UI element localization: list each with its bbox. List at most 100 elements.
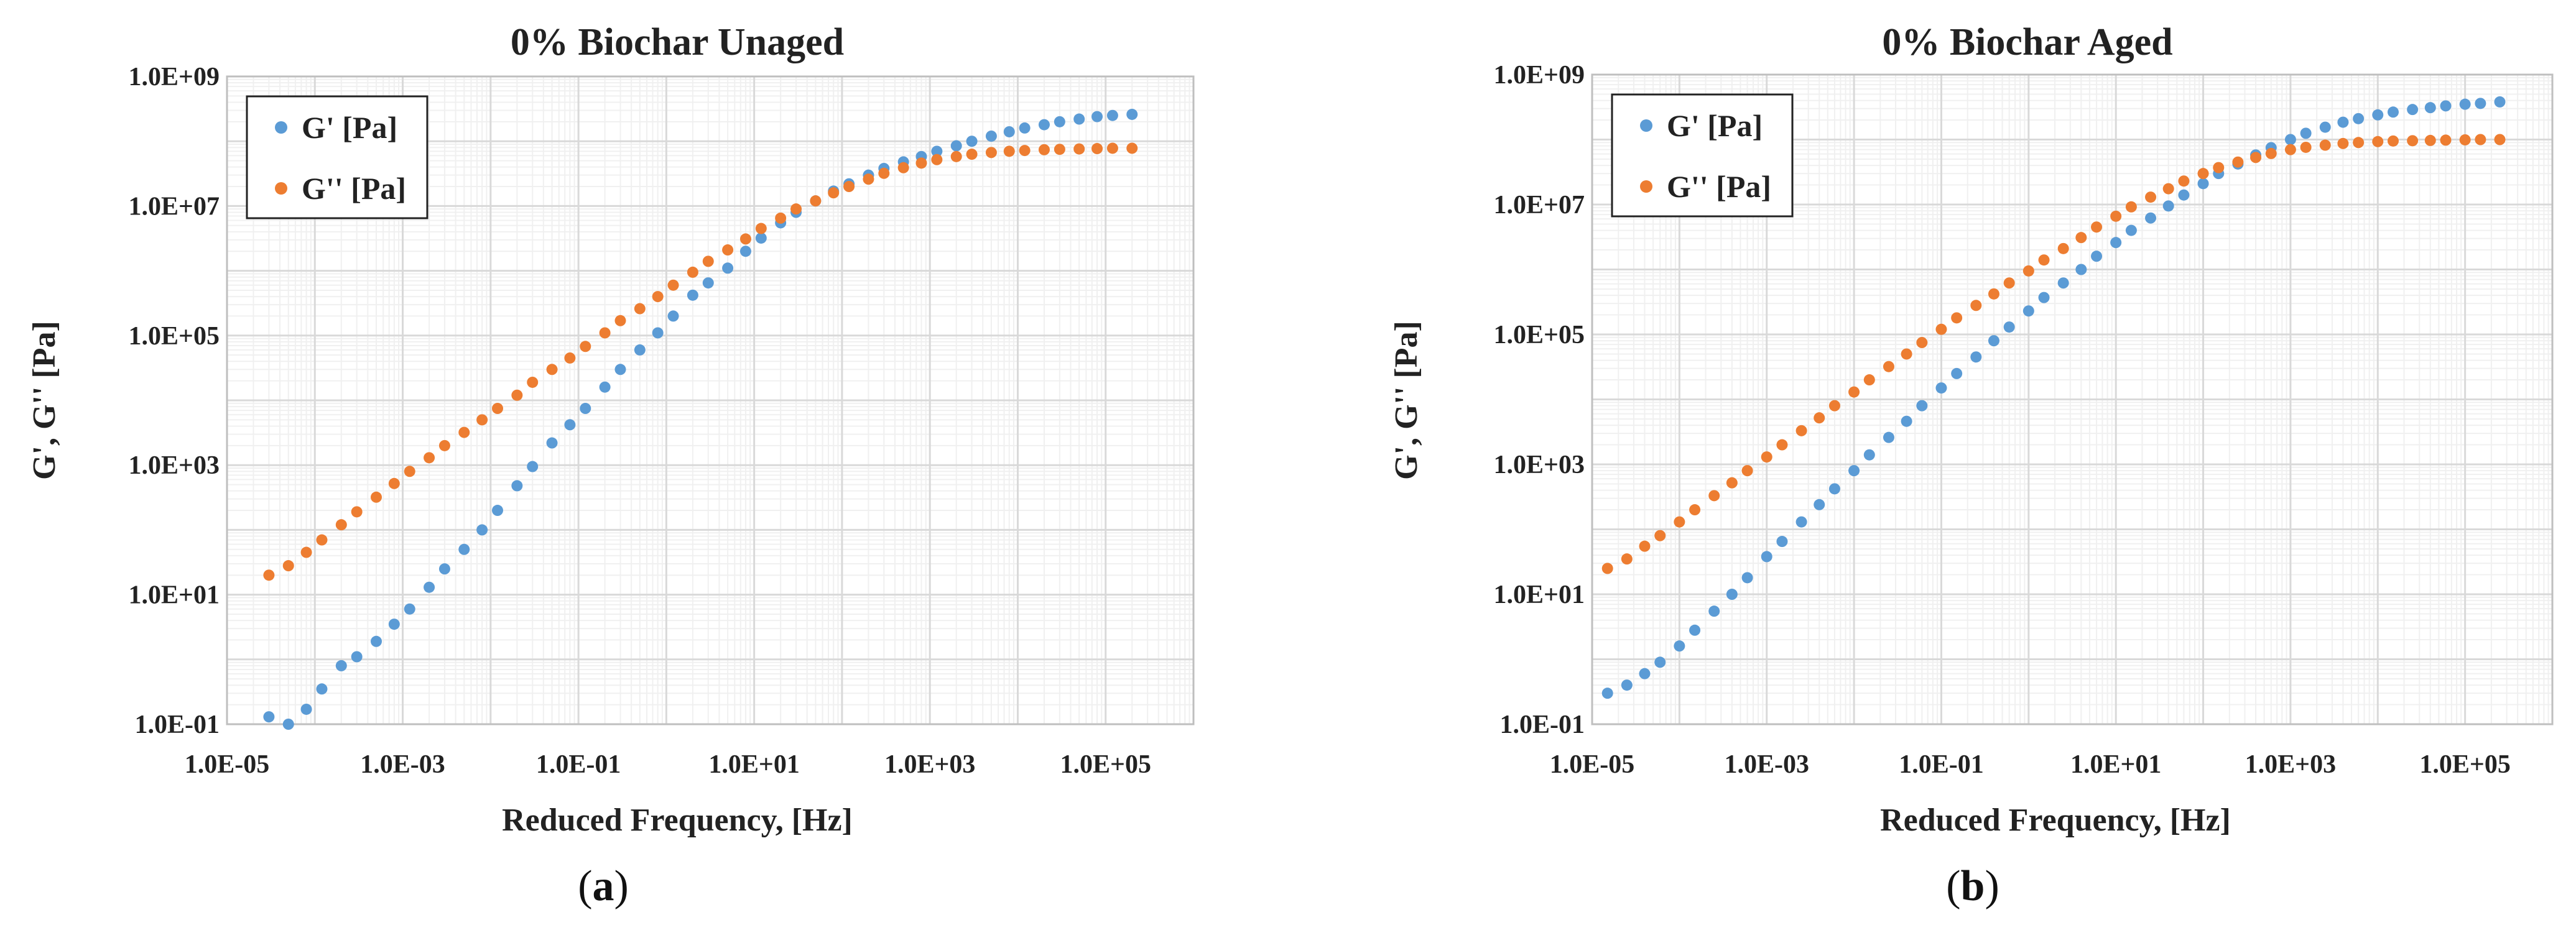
point-g-prime [931,145,943,157]
point-g-prime [564,419,576,431]
y-tick-label: 1.0E+05 [129,322,220,351]
point-g-double-prime [1639,540,1651,552]
data-points [1601,96,2506,699]
legend-marker-g-double-prime [1640,180,1652,193]
legend-label-g-double-prime: G'' [Pa] [302,171,406,206]
point-g-double-prime [2145,191,2157,203]
point-g-double-prime [476,414,488,426]
point-g-prime [1916,400,1928,412]
point-g-prime [1951,367,1963,379]
point-g-double-prime [404,466,415,477]
chart-unaged: 0% Biochar Unaged 1.0E-011.0E+011.0E+031… [27,21,1195,910]
x-tick-label: 1.0E+01 [708,750,799,779]
point-g-double-prime [2075,232,2087,244]
caption-b: (b) [1946,862,1999,910]
y-tick-label: 1.0E+03 [129,451,220,480]
y-axis-label: G', G'' [Pa] [1389,321,1424,480]
point-g-prime [2440,100,2452,112]
point-g-double-prime [1883,361,1894,372]
point-g-prime [599,381,611,393]
legend-label-g-prime: G' [Pa] [1667,108,1763,143]
point-g-prime [1901,415,1912,427]
point-g-double-prime [1038,144,1050,155]
point-g-double-prime [2424,134,2436,146]
point-g-prime [1708,605,1720,617]
point-g-double-prime [1126,142,1138,154]
point-g-double-prime [335,519,347,531]
point-g-prime [438,563,450,575]
point-g-prime [2353,113,2365,124]
point-g-prime [1038,119,1050,131]
point-g-double-prime [458,426,470,438]
plot-area-border [1591,73,2554,725]
point-g-prime [2178,189,2190,201]
point-g-double-prime [687,266,698,278]
point-g-double-prime [300,546,312,558]
point-g-double-prime [1828,400,1840,412]
caption-letter: a [593,862,614,910]
x-tick-label: 1.0E-01 [1899,750,1984,779]
point-g-double-prime [843,181,855,193]
point-g-prime [263,711,275,723]
point-g-double-prime [263,569,275,581]
point-g-double-prime [2125,201,2137,213]
point-g-prime [1689,624,1701,636]
x-tick-label: 1.0E+03 [884,750,975,779]
point-g-double-prime [2353,137,2365,149]
point-g-prime [739,246,751,257]
point-g-double-prime [2300,141,2312,153]
point-g-double-prime [985,147,997,159]
point-g-prime [1054,116,1065,127]
x-tick-labels: 1.0E-05 1.0E-03 1.0E-01 1.0E+01 1.0E+03 1.0E+… [185,750,1151,779]
point-g-double-prime [2440,134,2452,146]
point-g-double-prime [546,364,558,375]
point-g-double-prime [2213,162,2225,173]
x-tick-label: 1.0E-05 [185,750,270,779]
y-tick-label: 1.0E-01 [135,711,220,739]
point-g-prime [1776,536,1788,548]
point-g-double-prime [1091,143,1103,155]
point-g-double-prime [527,376,539,388]
point-g-prime [2145,212,2157,224]
y-tick-label: 1.0E+05 [1494,321,1585,349]
point-g-prime [351,651,363,663]
point-g-prime [527,461,539,472]
point-g-double-prime [1073,143,1085,155]
point-g-prime [2125,224,2137,236]
x-tick-label: 1.0E+03 [2245,750,2336,779]
point-g-prime [404,603,415,615]
point-g-double-prime [1019,145,1031,157]
point-g-prime [1726,589,1738,600]
point-g-prime [2110,237,2122,249]
point-g-double-prime [599,327,611,339]
point-g-prime [511,480,523,492]
y-tick-label: 1.0E+07 [129,192,220,221]
point-g-double-prime [2319,139,2331,151]
point-g-double-prime [775,212,787,224]
legend: G' [Pa] G'' [Pa] [246,95,429,219]
point-g-double-prime [2372,136,2384,147]
point-g-prime [476,524,488,536]
y-tick-label: 1.0E+09 [129,63,220,91]
point-g-double-prime [828,187,840,199]
point-g-double-prime [564,352,576,364]
point-g-double-prime [1863,374,1875,386]
point-g-prime [1988,335,1999,347]
point-g-double-prime [2475,134,2486,145]
point-g-double-prime [2162,183,2174,195]
point-g-double-prime [739,233,751,245]
point-g-double-prime [966,149,978,160]
point-g-prime [335,660,347,671]
point-g-prime [2494,96,2506,108]
point-g-prime [2057,277,2069,289]
plot-area-border [226,75,1195,725]
point-g-double-prime [1708,490,1720,502]
point-g-prime [1935,382,1947,394]
point-g-double-prime [2232,156,2244,168]
x-tick-label: 1.0E-03 [360,750,445,779]
y-tick-label: 1.0E+01 [129,581,220,610]
point-g-double-prime [2265,147,2277,159]
point-g-double-prime [2494,134,2506,145]
point-g-double-prime [351,506,363,518]
point-g-double-prime [1689,504,1701,516]
